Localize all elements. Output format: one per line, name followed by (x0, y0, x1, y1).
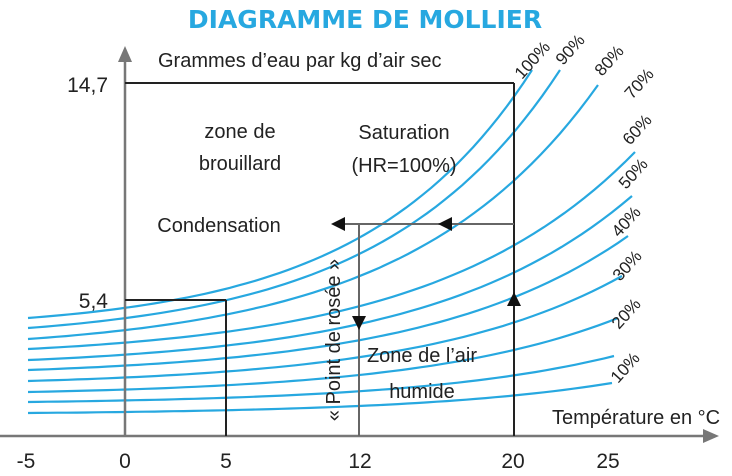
y-axis-label: Grammes d’eau par kg d’air sec (158, 50, 441, 72)
rh-label: 100% (511, 38, 554, 83)
rh-label: 60% (619, 111, 656, 149)
rh-label: 40% (608, 203, 645, 241)
rh-curve-100pct (27, 69, 533, 320)
rh-curve-40pct (27, 275, 623, 383)
annotation-saturation: Saturation (358, 122, 449, 144)
rh-label: 80% (591, 42, 628, 80)
x-tick-label: 12 (348, 450, 371, 473)
arrow-up-icon (507, 292, 521, 306)
rh-label: 70% (621, 65, 658, 103)
y-axis-arrow-icon (118, 46, 132, 62)
x-tick-label: 25 (596, 450, 619, 473)
guide-lines (125, 82, 515, 436)
rh-label: 20% (608, 295, 645, 333)
y-tick-label: 14,7 (67, 74, 108, 97)
x-tick-label: 5 (220, 450, 232, 473)
annotation-humid-zone: Zone de l’air (367, 345, 477, 367)
rh-curve-80pct (27, 84, 599, 341)
x-tick-label: 0 (119, 450, 131, 473)
y-tick-label: 5,4 (79, 290, 109, 313)
annotation-saturation: (HR=100%) (351, 155, 456, 177)
x-tick-label: 20 (501, 450, 524, 473)
x-tick-label: -5 (17, 450, 36, 473)
rh-curve-50pct (27, 235, 629, 372)
x-axis-label: Température en °C (552, 407, 720, 429)
rh-label: 10% (607, 349, 644, 387)
rh-labels: 10%20%30%40%50%60%70%80%90%100% (511, 31, 658, 387)
annotation-condensation: Condensation (157, 215, 280, 237)
rh-curve-70pct (27, 151, 636, 351)
rh-label: 90% (552, 31, 589, 69)
path-arrows (331, 217, 521, 330)
annotation-humid-zone: humide (389, 381, 455, 403)
rh-curve-90pct (27, 69, 561, 330)
annotation-fog-zone: zone de (204, 121, 275, 143)
chart-title: DIAGRAMME DE MOLLIER (188, 5, 542, 34)
annotation-dew-point: « Point de rosée » (323, 259, 345, 421)
rh-curve-30pct (27, 316, 619, 394)
arrow-down-icon (352, 316, 366, 330)
arrow-left-icon (438, 217, 452, 231)
rh-curve-60pct (27, 195, 633, 362)
x-axis-arrow-icon (703, 429, 719, 443)
arrow-left-icon (331, 217, 345, 231)
rh-curve-10pct (27, 381, 613, 415)
rh-label: 50% (615, 155, 652, 193)
annotation-fog-zone: brouillard (199, 153, 281, 175)
